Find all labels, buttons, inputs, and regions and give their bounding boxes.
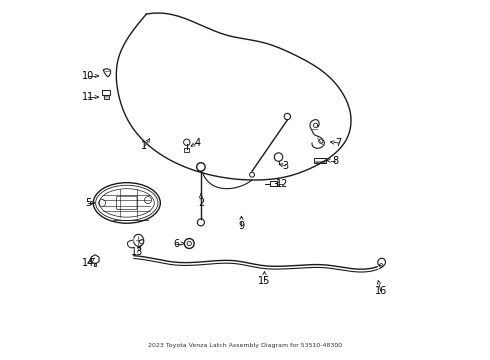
Text: 4: 4 bbox=[195, 138, 200, 148]
Text: 10: 10 bbox=[82, 71, 94, 81]
Text: 11: 11 bbox=[82, 92, 94, 102]
Text: 5: 5 bbox=[85, 198, 91, 208]
Bar bbox=[94, 263, 97, 266]
Text: 6: 6 bbox=[173, 239, 179, 248]
Text: 1: 1 bbox=[142, 141, 147, 152]
Text: 8: 8 bbox=[332, 156, 338, 166]
Bar bbox=[270, 181, 277, 186]
Text: 2: 2 bbox=[198, 198, 204, 208]
Text: 14: 14 bbox=[82, 258, 94, 268]
Bar bbox=[104, 95, 109, 99]
Text: 16: 16 bbox=[375, 286, 387, 296]
Text: 3: 3 bbox=[283, 161, 289, 171]
Text: 2023 Toyota Venza Latch Assembly Diagram for 53510-48300: 2023 Toyota Venza Latch Assembly Diagram… bbox=[148, 343, 342, 348]
Text: 15: 15 bbox=[258, 275, 270, 285]
Bar bbox=[102, 90, 110, 95]
Text: 13: 13 bbox=[131, 247, 144, 257]
Bar bbox=[184, 148, 189, 152]
Text: 9: 9 bbox=[239, 221, 245, 231]
Text: 7: 7 bbox=[335, 138, 342, 148]
Text: 12: 12 bbox=[276, 179, 288, 189]
Bar bbox=[314, 158, 326, 163]
